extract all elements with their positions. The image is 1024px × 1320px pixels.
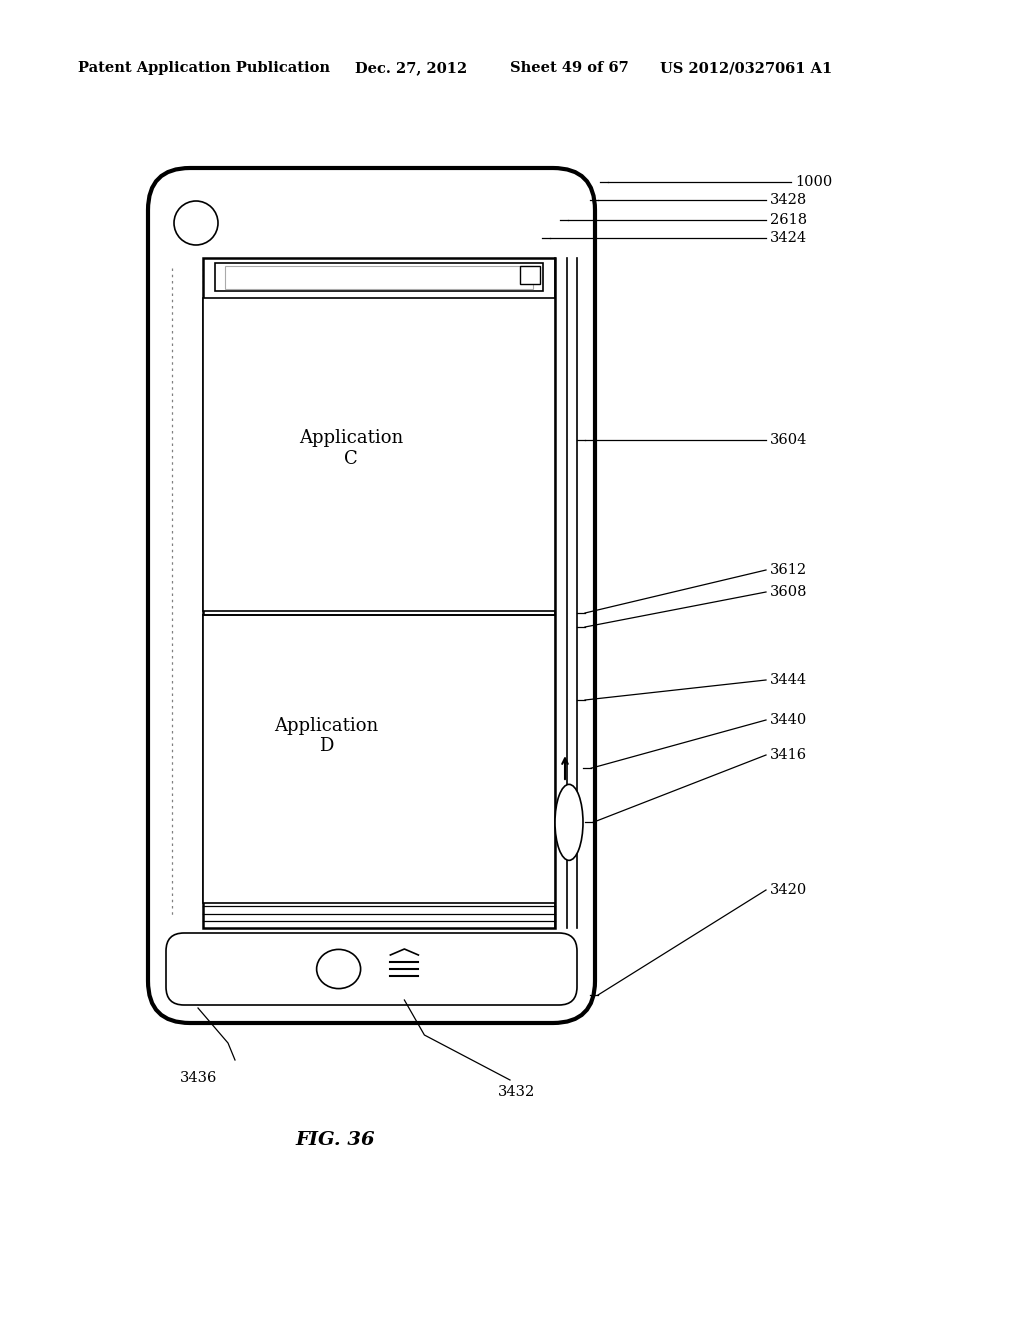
Ellipse shape xyxy=(316,949,360,989)
Text: 3612: 3612 xyxy=(770,564,807,577)
Text: Sheet 49 of 67: Sheet 49 of 67 xyxy=(510,61,629,75)
Text: 3424: 3424 xyxy=(770,231,807,246)
Bar xyxy=(520,267,540,284)
Circle shape xyxy=(174,201,218,246)
Text: 3416: 3416 xyxy=(770,748,807,762)
Text: Application
C: Application C xyxy=(299,429,403,467)
Text: 3428: 3428 xyxy=(770,193,807,207)
Text: Dec. 27, 2012: Dec. 27, 2012 xyxy=(355,61,467,75)
Bar xyxy=(203,257,555,928)
FancyBboxPatch shape xyxy=(148,168,595,1023)
Text: Application
D: Application D xyxy=(274,717,378,755)
Bar xyxy=(215,263,543,290)
Bar xyxy=(203,298,555,611)
Text: 3444: 3444 xyxy=(770,673,807,686)
Text: 2618: 2618 xyxy=(770,213,807,227)
Bar xyxy=(225,267,534,289)
Text: US 2012/0327061 A1: US 2012/0327061 A1 xyxy=(660,61,833,75)
Text: 1000: 1000 xyxy=(795,176,833,189)
Text: 3604: 3604 xyxy=(770,433,807,447)
Text: 3420: 3420 xyxy=(770,883,807,898)
Text: 3440: 3440 xyxy=(770,713,807,727)
FancyBboxPatch shape xyxy=(166,933,577,1005)
Text: Patent Application Publication: Patent Application Publication xyxy=(78,61,330,75)
Text: FIG. 36: FIG. 36 xyxy=(295,1131,375,1148)
Text: 3432: 3432 xyxy=(498,1085,536,1100)
Bar xyxy=(203,615,555,903)
Text: 3436: 3436 xyxy=(180,1071,217,1085)
Ellipse shape xyxy=(555,784,583,861)
Text: 3608: 3608 xyxy=(770,585,808,599)
